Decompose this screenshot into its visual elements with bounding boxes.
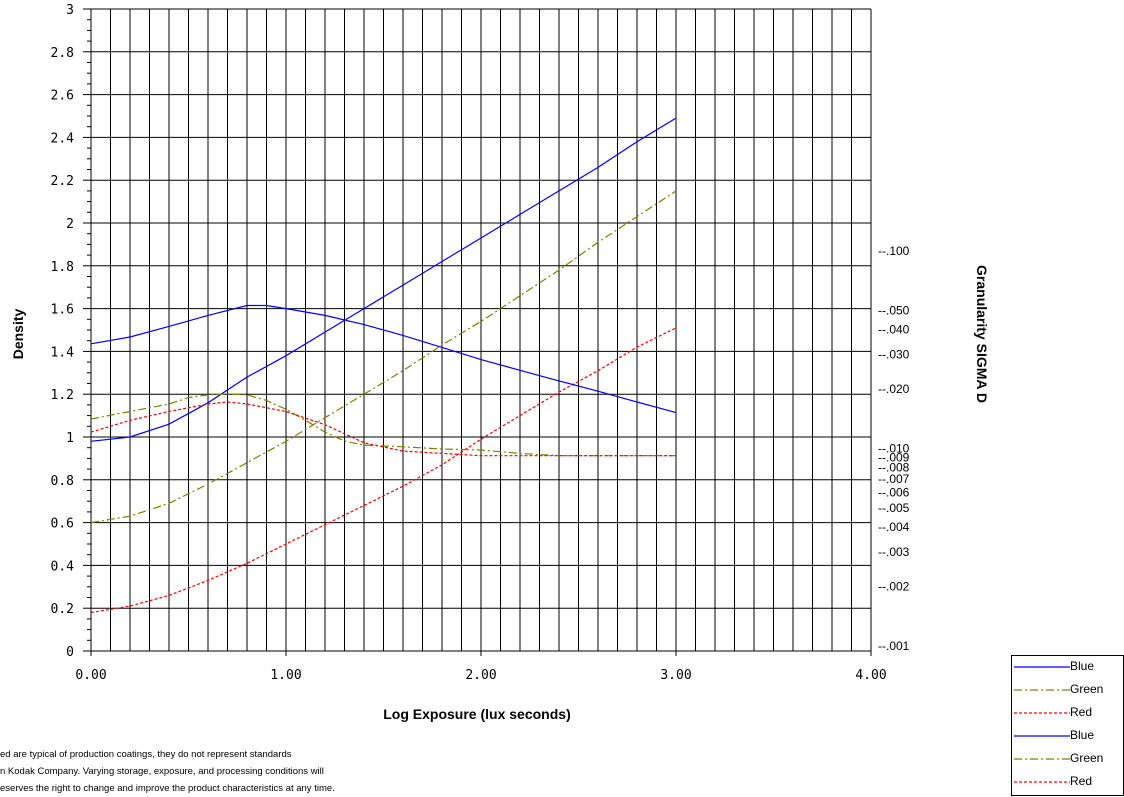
y-tick-label: 2.2: [51, 174, 74, 189]
y-tick-label: 2: [66, 217, 74, 232]
x-tick-label: 0.00: [75, 668, 106, 683]
granularity-tick-label: --.006: [878, 485, 910, 499]
granularity-tick-label: --.008: [878, 461, 910, 475]
granularity-tick-label: --.005: [878, 501, 910, 515]
series-line-blue-granularity: [90, 304, 677, 414]
granularity-tick-label: --.050: [878, 303, 910, 317]
granularity-tick-label: --.001: [878, 639, 910, 653]
legend: Blue Green Red Blue Green Red: [1011, 655, 1124, 796]
granularity-tick-label: --.100: [878, 244, 910, 258]
y-tick-label: 0.4: [51, 559, 75, 574]
disclaimer-text: ed are typical of production coatings, t…: [0, 746, 335, 797]
y-tick-label: 3: [66, 3, 74, 18]
y-tick-label: 0.8: [51, 474, 74, 489]
legend-item-green: Green: [1012, 679, 1123, 702]
y-tick-label: 1.4: [51, 345, 75, 360]
granularity-tick-label: --.030: [878, 347, 910, 361]
granularity-tick-label: --.040: [878, 323, 910, 337]
legend-label: Red: [1070, 774, 1093, 788]
series-line-green-granularity: [90, 393, 676, 457]
x-tick-labels: 0.00 1.00 2.00 3.00 4.00: [75, 668, 886, 683]
x-tick-label: 1.00: [270, 668, 301, 683]
legend-label: Blue: [1070, 659, 1095, 673]
legend-item-green-granularity: Green: [1012, 748, 1123, 771]
x-axis-title: Log Exposure (lux seconds): [383, 706, 570, 722]
x-tick-label: 3.00: [660, 668, 691, 683]
granularity-tick-label: --.020: [878, 382, 910, 396]
y-tick-label: 1.6: [51, 303, 74, 318]
y-tick-label: 0.6: [51, 517, 74, 532]
granularity-tick-label: --.003: [878, 545, 910, 559]
granularity-tick-label: --.010: [878, 442, 910, 456]
y-axis-title: Density: [10, 309, 26, 360]
granularity-axis-title: Granularity SIGMA D: [974, 265, 990, 403]
y-tick-label: 1.8: [51, 260, 74, 275]
grid: [90, 8, 872, 652]
series-line-green-density: [90, 190, 677, 524]
legend-label: Blue: [1070, 728, 1095, 742]
disclaimer-line: eserves the right to change and improve …: [0, 783, 335, 794]
granularity-tick-label: --.007: [878, 472, 910, 486]
legend-item-red-granularity: Red: [1012, 771, 1123, 794]
axes: [83, 8, 872, 656]
granularity-tick-label: --.004: [878, 520, 910, 534]
y-tick-label: 1.2: [51, 388, 74, 403]
legend-item-blue-granularity: Blue: [1012, 725, 1123, 748]
legend-label: Green: [1070, 751, 1104, 765]
granularity-tick-labels: --.100--.050--.040--.030--.020--.010--.0…: [878, 244, 910, 653]
x-tick-label: 2.00: [465, 668, 496, 683]
y-tick-label: 2.8: [51, 46, 74, 61]
series-line-red-granularity: [90, 401, 676, 457]
y-tick-label: 2.6: [51, 89, 74, 104]
legend-item-red: Red: [1012, 702, 1123, 725]
series-line-blue-density: [90, 117, 677, 442]
disclaimer-line: n Kodak Company. Varying storage, exposu…: [0, 766, 324, 777]
series-lines: [90, 117, 677, 614]
legend-label: Red: [1070, 705, 1093, 719]
y-tick-label: 0.2: [51, 602, 74, 617]
granularity-tick-label: --.002: [878, 580, 910, 594]
granularity-tick-label: --.009: [878, 451, 910, 465]
series-line-red-density: [90, 327, 677, 614]
legend-item-blue: Blue: [1012, 656, 1123, 679]
y-tick-labels: 0 0.2 0.4 0.6 0.8 1 1.2 1.4 1.6 1.8 2 2.2 2.4 2.6 2.8 3: [51, 3, 75, 660]
disclaimer-line: ed are typical of production coatings, t…: [0, 749, 292, 760]
x-tick-label: 4.00: [855, 668, 886, 683]
legend-label: Green: [1070, 682, 1104, 696]
y-tick-label: 1: [66, 431, 74, 446]
y-tick-label: 0: [66, 645, 74, 660]
y-tick-label: 2.4: [51, 131, 75, 146]
